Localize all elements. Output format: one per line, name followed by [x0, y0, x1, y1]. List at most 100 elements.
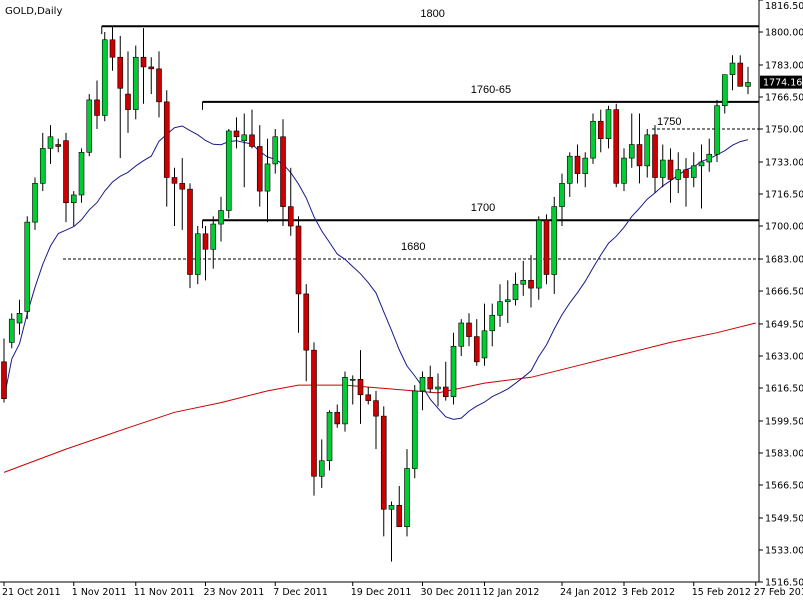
candle-body — [652, 134, 658, 178]
price-tick-label: 1583.00 — [765, 448, 803, 459]
date-tick-label: 27 Feb 2012 — [754, 587, 803, 598]
fast-ma-line — [3, 125, 749, 420]
candle — [256, 125, 263, 207]
candle-body — [342, 377, 348, 425]
candle — [63, 132, 69, 223]
candle-body — [47, 136, 54, 149]
candle-body — [295, 225, 302, 295]
date-tick-label: 24 Jan 2012 — [560, 587, 617, 598]
candle-body — [318, 460, 325, 477]
candle-body — [628, 144, 635, 159]
candle-body — [574, 155, 581, 174]
candle-body — [326, 411, 333, 462]
candle-body — [272, 136, 279, 165]
candle — [125, 51, 131, 133]
date-tick-label: 11 Nov 2011 — [134, 587, 195, 598]
candle — [559, 173, 565, 227]
price-label-box — [760, 75, 802, 89]
candle — [714, 99, 720, 162]
candle — [187, 183, 193, 289]
candle — [94, 80, 100, 130]
candle — [287, 167, 294, 236]
candles — [1, 26, 751, 562]
candle — [737, 55, 744, 87]
candle-body — [225, 130, 232, 211]
price-tick-label: 1616.50 — [765, 384, 803, 395]
candle-body — [280, 136, 286, 207]
price-label-text: 1774.16 — [763, 78, 802, 89]
candle — [210, 216, 217, 269]
candle — [543, 214, 550, 285]
candle-body — [667, 159, 674, 180]
candle — [667, 148, 674, 203]
candle — [419, 371, 426, 411]
candle — [32, 177, 38, 230]
candle — [365, 387, 372, 405]
candle — [117, 35, 124, 159]
fast-moving-average — [3, 125, 749, 420]
candle — [442, 361, 449, 401]
candle-body — [194, 233, 201, 275]
candle-body — [543, 219, 550, 275]
candle — [636, 113, 643, 184]
date-tick-label: 7 Dec 2011 — [273, 587, 328, 598]
candle — [202, 226, 209, 281]
level-label: 1700 — [471, 202, 495, 214]
candle-body — [32, 183, 38, 223]
candle-body — [504, 299, 511, 302]
candle — [504, 280, 511, 324]
candle — [628, 113, 635, 168]
candle — [295, 216, 302, 333]
candle — [473, 319, 480, 366]
candle-body — [729, 62, 736, 75]
candle-body — [636, 144, 643, 167]
candle — [148, 57, 155, 95]
candle — [1, 338, 7, 403]
candle — [326, 410, 333, 471]
candle — [249, 109, 255, 149]
candle — [427, 365, 434, 393]
candle-body — [187, 188, 193, 275]
price-tick-label: 1666.50 — [765, 287, 803, 298]
price-tick-label: 1783.00 — [765, 60, 803, 71]
candle — [388, 501, 395, 562]
candle-body — [218, 210, 224, 225]
date-tick-label: 15 Feb 2012 — [692, 587, 751, 598]
candle — [535, 216, 542, 300]
candle — [233, 117, 240, 149]
candle — [225, 129, 232, 219]
candle-body — [590, 120, 596, 159]
price-tick-label: 1516.50 — [765, 578, 803, 589]
candle — [481, 303, 488, 366]
candle-body — [566, 155, 573, 184]
level-label: 1750 — [657, 116, 681, 128]
candle — [396, 485, 403, 528]
candle — [745, 66, 751, 95]
candle-body — [24, 221, 31, 312]
candle-body — [435, 386, 441, 390]
price-tick-label: 1566.50 — [765, 481, 803, 492]
candle-body — [481, 330, 488, 359]
candle — [171, 167, 178, 227]
candle-body — [365, 394, 372, 401]
candle — [70, 191, 77, 227]
candle — [39, 132, 46, 192]
candle — [357, 350, 364, 424]
date-tick-label: 1 Nov 2011 — [72, 587, 127, 598]
candle-body — [78, 151, 85, 196]
candle-body — [55, 144, 62, 147]
candle — [132, 45, 139, 120]
candle — [497, 284, 503, 327]
candle — [163, 90, 170, 207]
candle-body — [520, 280, 527, 285]
candle — [590, 113, 596, 164]
candle-body — [659, 159, 666, 178]
candle — [729, 55, 736, 91]
candle-body — [597, 120, 604, 140]
candle-body — [535, 219, 542, 289]
price-tick-label: 1700.00 — [765, 222, 803, 233]
candle-body — [458, 322, 465, 347]
candle-body — [466, 322, 472, 337]
candle-body — [582, 157, 589, 174]
